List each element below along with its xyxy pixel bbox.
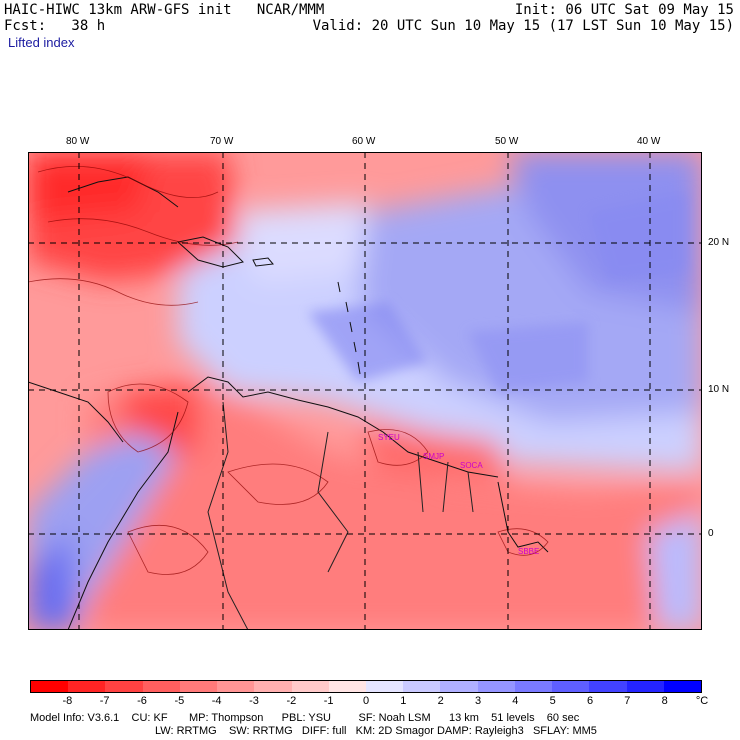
station-sbbe: SBBE xyxy=(518,547,539,556)
station-soca: SOCA xyxy=(460,461,483,470)
model-info-line2: LW: RRTMG SW: RRTMG DIFF: full KM: 2D Sm… xyxy=(155,725,597,737)
lon-label-60w: 60 W xyxy=(352,136,376,147)
lat-label-10n: 10 N xyxy=(708,384,730,395)
colorbar-tick-label: -5 xyxy=(174,695,185,707)
colorbar-unit: °C xyxy=(695,695,709,707)
colorbar-tick-label: 2 xyxy=(437,695,444,707)
colorbar-tick-label: -3 xyxy=(249,695,259,707)
lon-label-70w: 70 W xyxy=(210,136,234,147)
field-name: Lifted index xyxy=(8,35,75,50)
coast-amazon-mouth xyxy=(497,481,549,553)
colorbar-tick-label: 1 xyxy=(400,695,407,707)
station-smjp: SMJP xyxy=(423,452,444,461)
lat-label-0: 0 xyxy=(708,528,714,539)
colorbar-tick-label: -6 xyxy=(137,695,147,707)
graticule xyxy=(28,152,702,630)
coast-lesser-antilles xyxy=(337,281,361,375)
colorbar-tick-label: 0 xyxy=(362,695,370,707)
stipple-bands xyxy=(308,192,688,392)
lon-label-40w: 40 W xyxy=(637,136,661,147)
colorbar-swatch xyxy=(68,681,106,692)
border-venezuela xyxy=(317,431,349,573)
colorbar-swatch xyxy=(142,681,180,692)
coast-venezuela-guianas xyxy=(187,376,499,478)
map-frame xyxy=(28,152,702,630)
colorbar-swatch xyxy=(552,681,590,692)
coast-central-america xyxy=(28,381,124,443)
colorbar-swatch xyxy=(217,681,255,692)
border-colombia xyxy=(207,401,249,630)
colorbar-swatch xyxy=(105,681,143,692)
model-info-line1: Model Info: V3.6.1 CU: KF MP: Thompson P… xyxy=(30,712,580,724)
coast-pacific xyxy=(67,411,179,630)
coast-hispaniola xyxy=(176,236,244,268)
coastlines xyxy=(28,176,549,630)
colorbar-tick-label: -7 xyxy=(99,695,110,707)
colorbar-swatch xyxy=(254,681,292,692)
forecast-hour: Fcst: 38 h xyxy=(4,18,106,34)
colorbar-tick-label: -1 xyxy=(323,695,334,707)
colorbar-swatch xyxy=(626,681,664,692)
colorbar-tick-label: 6 xyxy=(586,695,594,707)
colorbar-swatch xyxy=(440,681,478,692)
colorbar-swatch xyxy=(663,681,701,692)
colorbar-tick-label: 4 xyxy=(512,695,519,707)
border-guianas xyxy=(417,451,474,513)
init-time: Init: 06 UTC Sat 09 May 15 xyxy=(514,2,734,18)
colorbar-tick-label: 3 xyxy=(474,695,482,707)
lat-label-20n: 20 N xyxy=(708,237,730,248)
colorbar-swatch xyxy=(31,681,69,692)
colorbar-swatch xyxy=(328,681,366,692)
lon-label-80w: 80 W xyxy=(66,136,90,147)
station-syeu: SYEU xyxy=(378,433,400,442)
lon-label-50w: 50 W xyxy=(495,136,519,147)
colorbar-swatch xyxy=(514,681,553,692)
colorbar-swatch xyxy=(403,681,441,692)
colorbar-tick-label: -4 xyxy=(211,695,222,707)
colorbar-tick-label: 5 xyxy=(549,695,556,707)
colorbar-tick-label: 8 xyxy=(661,695,668,707)
colorbar-tick-label: -2 xyxy=(286,695,297,707)
colorbar xyxy=(30,680,702,693)
colorbar-swatch xyxy=(589,681,627,692)
model-title: HAIC-HIWC 13km ARW-GFS init NCAR/MMM xyxy=(4,2,325,18)
colorbar-swatch xyxy=(365,681,404,692)
colorbar-swatch xyxy=(179,681,218,692)
colorbar-tick-label: -8 xyxy=(62,695,73,707)
contours xyxy=(28,165,549,575)
valid-time: Valid: 20 UTC Sun 10 May 15 (17 LST Sun … xyxy=(312,18,734,34)
coast-puerto-rico xyxy=(252,257,274,267)
colorbar-tick-label: 7 xyxy=(624,695,631,707)
colorbar-swatch xyxy=(477,681,515,692)
lifted-index-map: SYEU SMJP SOCA SBBE xyxy=(28,152,702,630)
colorbar-swatch xyxy=(291,681,329,692)
